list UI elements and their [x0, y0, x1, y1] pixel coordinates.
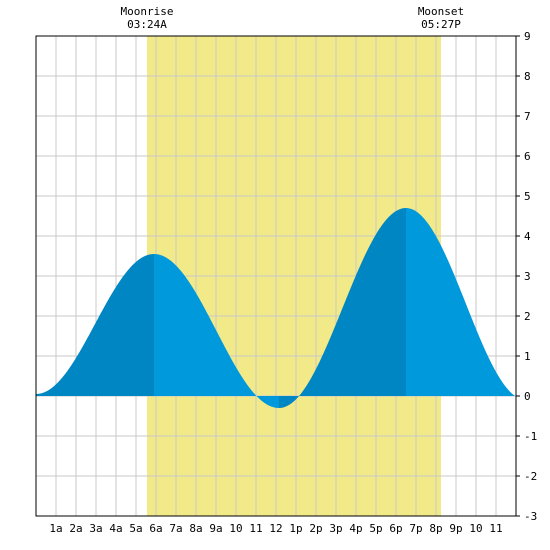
y-tick-label: 4 — [524, 230, 531, 243]
x-tick-label: 5p — [369, 522, 382, 535]
y-tick-label: 3 — [524, 270, 531, 283]
tide-rising-segment — [36, 254, 154, 396]
tide-falling-segment — [154, 254, 279, 408]
x-tick-label: 8p — [429, 522, 442, 535]
y-tick-label: 5 — [524, 190, 531, 203]
x-tick-label: 3a — [89, 522, 102, 535]
x-tick-label: 12 — [269, 522, 282, 535]
x-tick-label: 6p — [389, 522, 402, 535]
y-tick-label: 9 — [524, 30, 531, 43]
x-tick-label: 3p — [329, 522, 342, 535]
x-tick-label: 1p — [289, 522, 302, 535]
x-tick-label: 8a — [189, 522, 202, 535]
moon-event-time: 05:27P — [421, 18, 461, 31]
y-tick-label: 7 — [524, 110, 531, 123]
x-tick-label: 9p — [449, 522, 462, 535]
tide-rising-segment — [279, 208, 406, 408]
y-tick-label: -2 — [524, 470, 537, 483]
y-tick-label: -3 — [524, 510, 537, 523]
x-tick-label: 4p — [349, 522, 362, 535]
x-tick-label: 7a — [169, 522, 182, 535]
x-tick-label: 7p — [409, 522, 422, 535]
x-tick-label: 2p — [309, 522, 322, 535]
moon-event-title: Moonrise — [121, 5, 174, 18]
y-tick-label: 2 — [524, 310, 531, 323]
x-tick-label: 6a — [149, 522, 162, 535]
moon-event-title: Moonset — [418, 5, 464, 18]
x-tick-label: 11 — [489, 522, 502, 535]
y-tick-label: 0 — [524, 390, 531, 403]
x-tick-label: 1a — [49, 522, 62, 535]
tide-falling-segment — [406, 208, 516, 397]
x-tick-label: 4a — [109, 522, 122, 535]
y-tick-label: 1 — [524, 350, 531, 363]
x-tick-label: 5a — [129, 522, 142, 535]
y-tick-label: 6 — [524, 150, 531, 163]
tide-area-layer — [36, 208, 516, 408]
x-tick-label: 9a — [209, 522, 222, 535]
y-tick-label: 8 — [524, 70, 531, 83]
x-tick-label: 10 — [469, 522, 482, 535]
x-tick-label: 11 — [249, 522, 262, 535]
x-tick-label: 10 — [229, 522, 242, 535]
x-tick-label: 2a — [69, 522, 82, 535]
moon-event-time: 03:24A — [127, 18, 167, 31]
y-tick-label: -1 — [524, 430, 537, 443]
